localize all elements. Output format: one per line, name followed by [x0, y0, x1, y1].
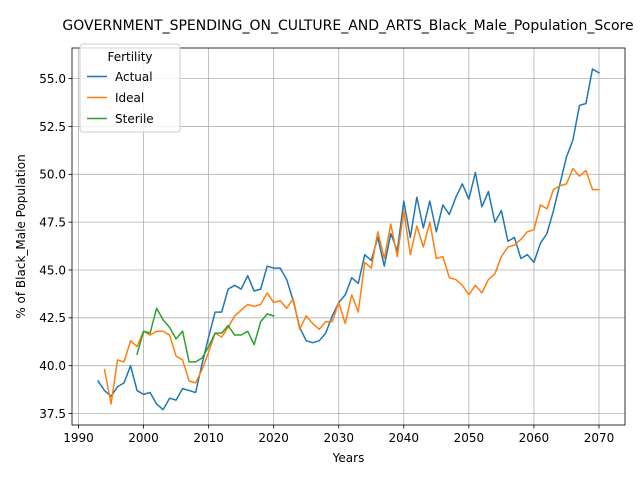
- series-line-ideal: [103, 167, 600, 405]
- chart-title: GOVERNMENT_SPENDING_ON_CULTURE_AND_ARTS_…: [62, 18, 633, 34]
- y-axis-label: % of Black_Male Population: [14, 154, 28, 318]
- x-tick-label: 2030: [323, 431, 354, 445]
- legend: Fertility Actual Ideal Sterile: [79, 43, 181, 133]
- y-tick-label: 47.5: [39, 215, 66, 229]
- x-axis-label: Years: [332, 451, 365, 465]
- legend-label-ideal: Ideal: [115, 91, 144, 105]
- y-tick-label: 52.5: [39, 120, 66, 134]
- legend-label-actual: Actual: [115, 70, 153, 84]
- series-line-actual: [96, 68, 601, 411]
- y-tick-label: 50.0: [39, 168, 66, 182]
- x-tick-label: 2070: [584, 431, 615, 445]
- y-tick-label: 45.0: [39, 263, 66, 277]
- x-tick-label: 2060: [519, 431, 550, 445]
- y-tick-label: 40.0: [39, 359, 66, 373]
- y-tick-label: 42.5: [39, 311, 66, 325]
- axis-ticks: 1990 2000 2010 2020 2030 2040 2050 2060 2070 37.5…: [39, 72, 614, 445]
- x-tick-label: 2010: [193, 431, 224, 445]
- legend-box: [79, 43, 181, 133]
- x-tick-label: 2050: [454, 431, 485, 445]
- legend-label-sterile: Sterile: [115, 112, 154, 126]
- legend-title: Fertility: [107, 50, 152, 64]
- x-tick-label: 2000: [128, 431, 159, 445]
- x-tick-label: 2020: [258, 431, 289, 445]
- y-tick-label: 55.0: [39, 72, 66, 86]
- series-layer: [96, 68, 601, 411]
- y-tick-label: 37.5: [39, 407, 66, 421]
- plot-frame: [71, 47, 626, 426]
- x-tick-label: 1990: [63, 431, 94, 445]
- x-tick-label: 2040: [389, 431, 420, 445]
- grid-lines: [72, 48, 625, 425]
- legend-entries: Actual Ideal Sterile: [87, 70, 154, 126]
- series-line-sterile: [136, 307, 275, 363]
